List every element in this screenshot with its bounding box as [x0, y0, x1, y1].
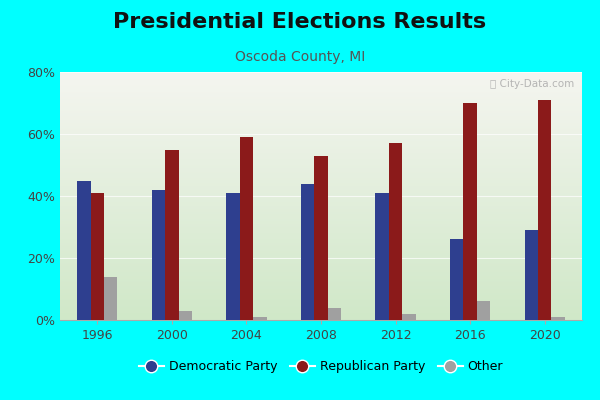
Bar [77, 180, 91, 320]
Bar [551, 317, 565, 320]
Text: ⓘ City-Data.com: ⓘ City-Data.com [490, 80, 574, 90]
Text: Oscoda County, MI: Oscoda County, MI [235, 50, 365, 64]
Bar [463, 103, 477, 320]
Bar [402, 314, 416, 320]
Bar [301, 184, 314, 320]
Bar [226, 193, 240, 320]
Bar [165, 150, 179, 320]
Text: Presidential Elections Results: Presidential Elections Results [113, 12, 487, 32]
Bar [314, 156, 328, 320]
Bar [389, 143, 402, 320]
Bar [179, 311, 192, 320]
Bar [328, 308, 341, 320]
Bar [253, 317, 266, 320]
Bar [376, 193, 389, 320]
Bar [538, 100, 551, 320]
Bar [104, 277, 118, 320]
Bar [477, 302, 490, 320]
Bar [524, 230, 538, 320]
Legend: Democratic Party, Republican Party, Other: Democratic Party, Republican Party, Othe… [134, 355, 508, 378]
Bar [450, 239, 463, 320]
Bar [240, 137, 253, 320]
Bar [152, 190, 165, 320]
Bar [91, 193, 104, 320]
